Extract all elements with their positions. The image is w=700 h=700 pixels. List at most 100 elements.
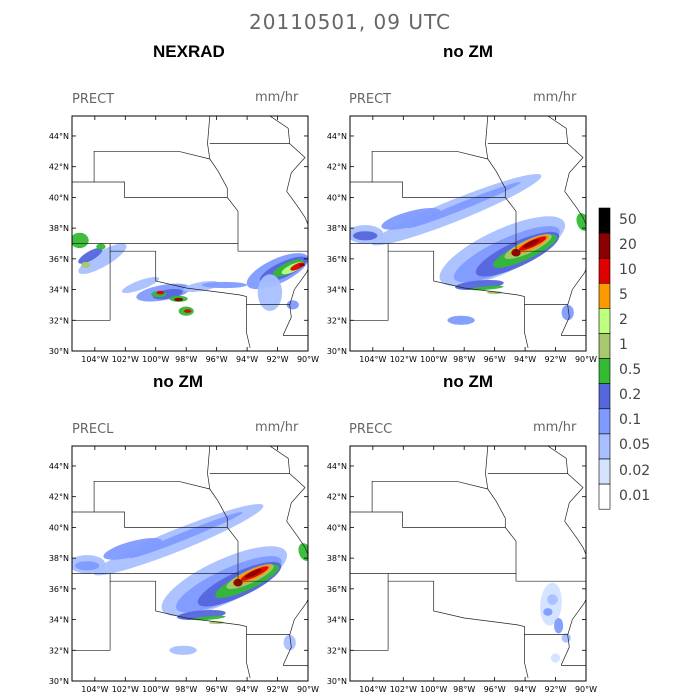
legend-color-box — [598, 308, 611, 334]
lat-tick-label: 42°N — [49, 493, 69, 502]
state-border — [269, 446, 306, 522]
legend-label: 50 — [619, 211, 637, 228]
precip-patch — [522, 239, 540, 248]
precip-patch — [174, 297, 184, 302]
lat-tick-label: 36°N — [49, 255, 69, 264]
precip-patch — [381, 208, 441, 230]
state-border — [94, 511, 239, 582]
panel-units-precc: mm/hr — [533, 420, 577, 435]
state-border — [387, 573, 568, 635]
state-border — [387, 243, 568, 305]
map-panel-1: 44°N 42°N 40°N 38°N 36°N 34°N 32°N 30°N 104°W 102… — [327, 115, 597, 364]
state-border — [209, 158, 228, 198]
legend-label: 0.02 — [619, 462, 651, 479]
lat-tick-label: 32°N — [327, 646, 347, 655]
lat-tick-label: 32°N — [327, 316, 347, 325]
lat-tick-label: 36°N — [49, 585, 69, 594]
lon-tick-label: 104°W — [81, 685, 108, 694]
lat-tick-label: 40°N — [49, 193, 69, 202]
legend-label: 20 — [619, 236, 637, 253]
precip-patch — [201, 281, 248, 289]
state-border — [109, 243, 290, 305]
precip-patch — [298, 263, 305, 267]
state-border — [72, 480, 210, 513]
lat-tick-label: 36°N — [327, 585, 347, 594]
lat-tick-label: 40°N — [327, 523, 347, 532]
state-border — [109, 573, 290, 635]
lon-tick-label: 102°W — [390, 685, 417, 694]
state-border — [350, 480, 488, 513]
lat-tick-label: 38°N — [327, 554, 347, 563]
panel-units-prect: mm/hr — [533, 90, 577, 105]
legend-color-box — [598, 358, 611, 385]
precip-patch — [244, 569, 262, 578]
lon-tick-label: 100°W — [142, 685, 169, 694]
precip-patch — [487, 291, 503, 295]
state-border — [561, 521, 586, 666]
panel-label-precl: PRECL — [72, 422, 114, 437]
precip-patch — [192, 615, 226, 621]
state-border — [246, 304, 251, 348]
state-border — [350, 581, 389, 651]
lon-tick-label: 94°W — [514, 685, 536, 694]
panel-title-precc: no ZM — [443, 372, 494, 391]
precip-patch — [298, 543, 308, 561]
state-border — [372, 511, 517, 582]
lat-tick-label: 40°N — [49, 523, 69, 532]
legend-label: 1 — [619, 337, 628, 354]
lon-tick-label: 90°W — [575, 355, 597, 364]
state-border — [72, 251, 111, 321]
state-border — [350, 150, 488, 183]
state-border — [246, 634, 251, 678]
legend-color-box — [598, 408, 611, 435]
lon-tick-label: 100°W — [420, 355, 447, 364]
lon-tick-label: 102°W — [112, 355, 139, 364]
legend-label: 2 — [619, 311, 628, 328]
panel-label-prect: PRECT — [349, 92, 392, 107]
legend-color-box — [598, 333, 611, 359]
state-border — [283, 521, 308, 666]
lon-tick-label: 96°W — [484, 685, 506, 694]
legend-color-box — [598, 483, 611, 510]
lon-tick-label: 92°W — [545, 355, 567, 364]
lat-tick-label: 38°N — [49, 554, 69, 563]
precip-patch — [169, 645, 197, 655]
precip-patch — [561, 304, 574, 321]
lat-tick-label: 30°N — [49, 677, 69, 686]
precip-patch — [576, 213, 586, 231]
state-border — [547, 446, 584, 522]
lat-tick-label: 42°N — [327, 163, 347, 172]
lon-tick-label: 102°W — [112, 685, 139, 694]
legend-color-box — [598, 282, 611, 309]
state-border — [487, 488, 506, 528]
lon-tick-label: 102°W — [390, 355, 417, 364]
precip-patch — [233, 578, 243, 587]
state-border — [269, 116, 306, 192]
lat-tick-label: 40°N — [327, 193, 347, 202]
lon-tick-label: 98°W — [453, 355, 475, 364]
precip-patch — [72, 232, 89, 249]
state-border — [547, 116, 584, 192]
lat-tick-label: 30°N — [327, 677, 347, 686]
legend-color-box — [598, 433, 611, 460]
precip-patch — [353, 231, 378, 241]
legend-color-box — [598, 458, 611, 485]
lat-tick-label: 32°N — [49, 316, 69, 325]
state-border — [209, 488, 228, 528]
lat-tick-label: 42°N — [49, 163, 69, 172]
lat-tick-label: 34°N — [327, 616, 347, 625]
panel-label-precc: PRECC — [349, 422, 393, 437]
state-border — [72, 581, 111, 651]
state-border — [561, 191, 586, 336]
lon-tick-label: 92°W — [267, 355, 289, 364]
precip-patch — [470, 285, 504, 291]
lat-tick-label: 36°N — [327, 255, 347, 264]
lon-tick-label: 94°W — [236, 355, 258, 364]
lat-tick-label: 34°N — [49, 616, 69, 625]
lon-tick-label: 96°W — [206, 685, 228, 694]
legend-color-box — [598, 383, 611, 410]
lon-tick-label: 96°W — [206, 355, 228, 364]
precip-patch — [209, 621, 225, 625]
precip-patch — [547, 594, 558, 605]
lon-tick-label: 98°W — [453, 685, 475, 694]
